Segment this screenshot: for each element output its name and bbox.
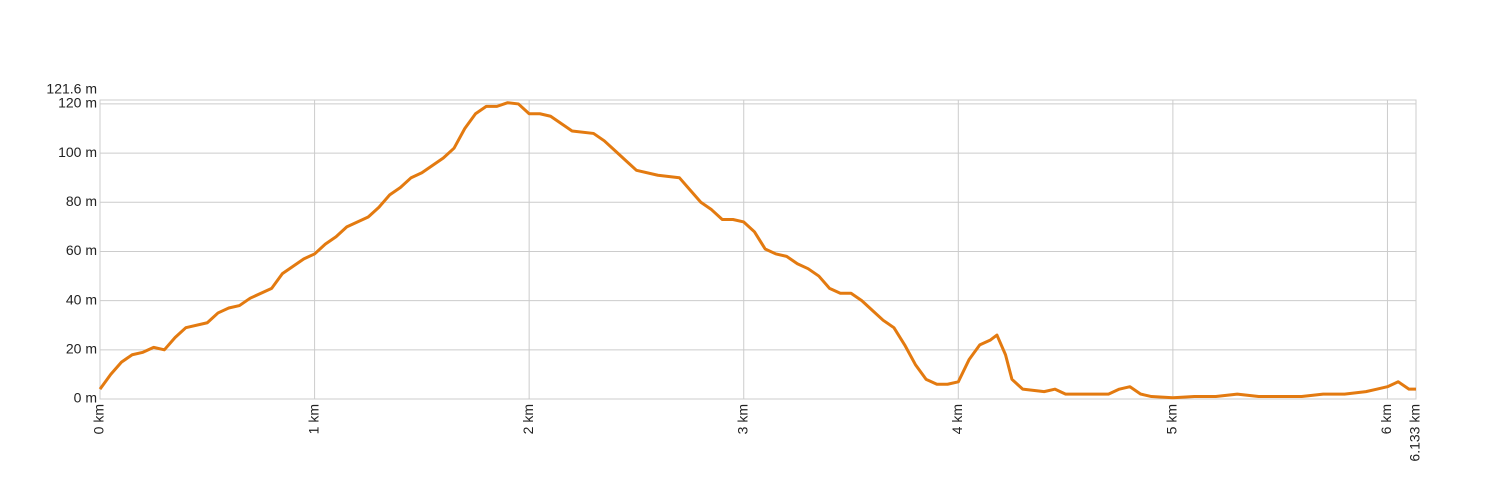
y-tick-label: 40 m (66, 291, 97, 307)
x-tick-label: 4 km (949, 404, 965, 434)
y-tick-label: 20 m (66, 341, 97, 357)
x-tick-label: 2 km (520, 404, 536, 434)
y-tick-label: 100 m (58, 144, 97, 160)
plot-frame (99, 99, 1417, 400)
y-tick-label: 121.6 m (46, 81, 97, 97)
x-tick-label: 1 km (305, 404, 321, 434)
y-tick-label: 80 m (66, 193, 97, 209)
y-tick-label: 60 m (66, 242, 97, 258)
x-tick-label: 3 km (734, 404, 750, 434)
x-tick-label: 6 km (1378, 404, 1394, 434)
x-tick-label: 0 km (91, 404, 107, 434)
x-tick-label: 5 km (1164, 404, 1180, 434)
x-tick-label: 6.133 km (1407, 404, 1423, 462)
elevation-line (98, 101, 1416, 400)
y-tick-label: 120 m (58, 95, 97, 111)
y-tick-label: 0 m (74, 390, 97, 406)
